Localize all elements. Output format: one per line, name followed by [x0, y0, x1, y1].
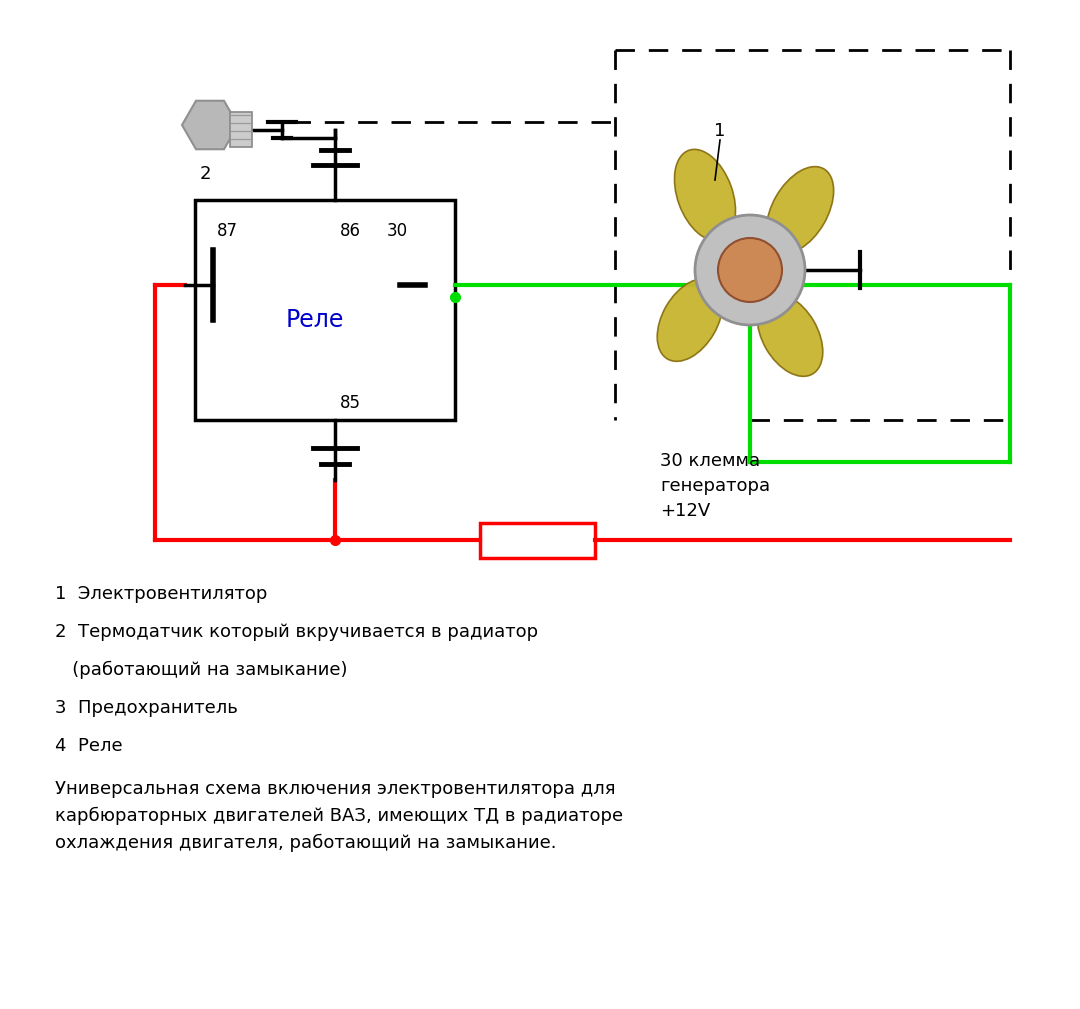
Text: (работающий на замыкание): (работающий на замыкание): [55, 661, 348, 679]
Text: 30 клемма
генератора
+12V: 30 клемма генератора +12V: [660, 452, 770, 520]
Text: 4  Реле: 4 Реле: [55, 737, 123, 755]
Text: 87: 87: [217, 222, 238, 240]
Bar: [480, 523, 595, 558]
Ellipse shape: [658, 278, 723, 361]
Text: 2  Термодатчик который вкручивается в радиатор: 2 Термодатчик который вкручивается в рад…: [55, 623, 538, 641]
Ellipse shape: [675, 149, 735, 240]
Text: 3  Предохранитель: 3 Предохранитель: [55, 699, 238, 717]
Text: 86: 86: [340, 222, 361, 240]
Text: 2: 2: [199, 165, 211, 183]
Text: 1: 1: [714, 122, 726, 140]
Ellipse shape: [767, 166, 834, 253]
Bar: [195, 200, 455, 420]
Text: 1  Электровентилятор: 1 Электровентилятор: [55, 585, 268, 603]
Text: 30: 30: [387, 222, 408, 240]
Bar: [230, 112, 252, 147]
Circle shape: [696, 215, 805, 325]
Ellipse shape: [757, 294, 823, 376]
Circle shape: [718, 238, 782, 302]
Text: 85: 85: [340, 394, 361, 412]
Text: Реле: Реле: [286, 308, 345, 332]
Text: Универсальная схема включения электровентилятора для
карбюраторных двигателей ВА: Универсальная схема включения электровен…: [55, 780, 623, 852]
